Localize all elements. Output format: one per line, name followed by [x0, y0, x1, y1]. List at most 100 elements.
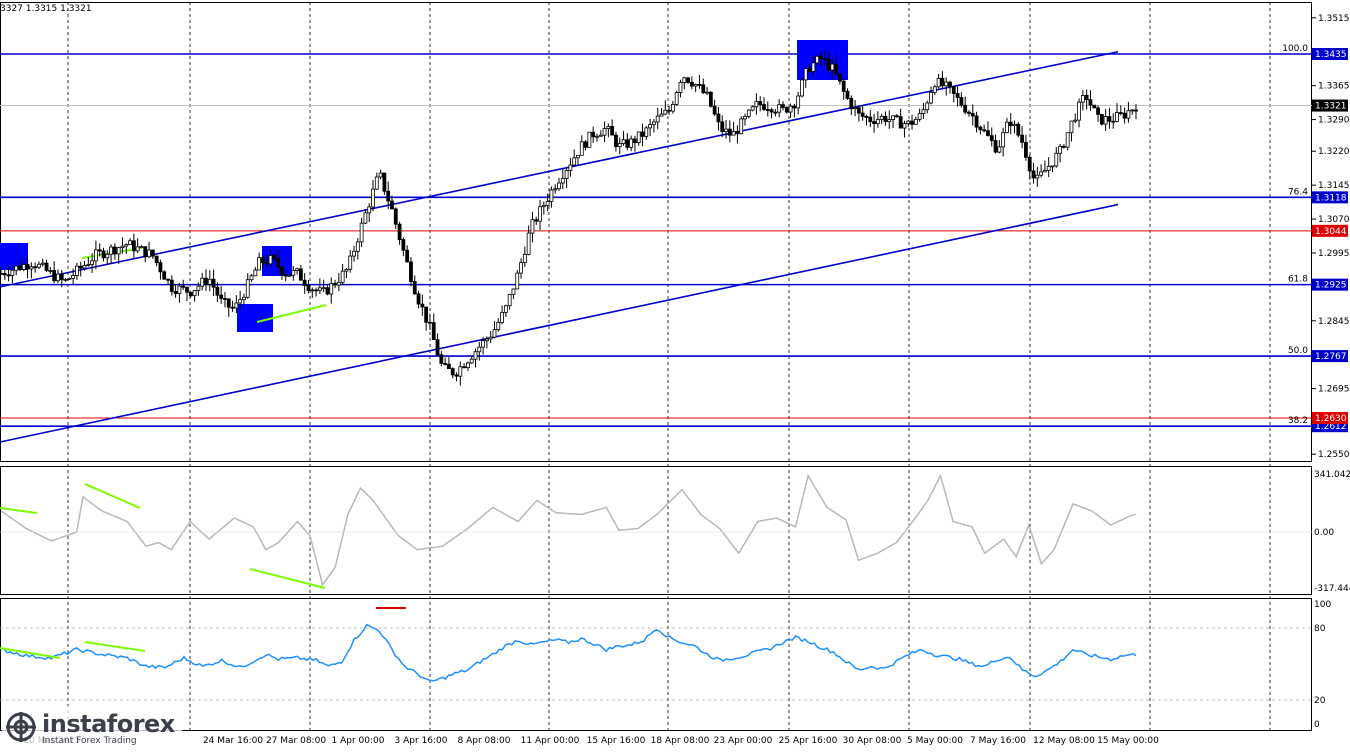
price-axis-label: 1.3070 [1318, 215, 1350, 225]
candle-body [33, 266, 38, 269]
candle-body [443, 363, 448, 365]
candle-body [420, 303, 425, 308]
time-axis-label: 18 Apr 08:00 [651, 736, 710, 746]
candle-body [169, 279, 174, 292]
fib-level-label: 61.8 [1288, 275, 1308, 285]
candle-body [663, 109, 668, 115]
candle-body [97, 249, 102, 252]
red-price-tag [1312, 412, 1348, 425]
time-axis-label: 23 Apr 00:00 [714, 736, 773, 746]
candle-body [648, 124, 653, 129]
candle-body [310, 289, 315, 292]
candle-body [587, 131, 592, 148]
candle-body [883, 115, 888, 123]
candle-body [822, 58, 827, 61]
grid-layer [0, 2, 1312, 731]
candle-body [321, 287, 326, 290]
candle-body [655, 115, 660, 123]
candle-body [902, 123, 907, 129]
candle-body [724, 128, 728, 132]
candle-body [390, 200, 394, 210]
candle-body [424, 306, 429, 323]
candle-body [526, 232, 531, 255]
price-panel-frame [0, 2, 1312, 462]
candle-body [777, 104, 782, 113]
candle-body [891, 115, 895, 121]
candle-body [1005, 121, 1009, 134]
candle-body [405, 249, 410, 263]
candle-body [716, 113, 721, 123]
candle-body [887, 119, 892, 123]
candle-body [602, 128, 607, 136]
cci-line [0, 473, 1137, 587]
candle-body [1016, 123, 1021, 136]
candle-body [177, 285, 182, 294]
candle-body [242, 296, 246, 301]
candle-body [670, 104, 675, 112]
candle-body [234, 302, 239, 309]
candle-body [667, 109, 671, 112]
candle-body [769, 109, 774, 113]
price-axis-label: 1.3365 [1318, 82, 1350, 92]
candle-body [640, 131, 645, 137]
candle-body [944, 81, 949, 87]
candle-body [1088, 99, 1093, 106]
candle-body [959, 97, 964, 106]
candle-body [397, 223, 402, 240]
time-axis-label: 15 Apr 16:00 [587, 736, 646, 746]
candle-body [181, 285, 186, 288]
candle-body [1042, 170, 1047, 173]
time-axis-label: 24 Mar 16:00 [203, 736, 263, 746]
candle-body [393, 208, 398, 225]
rsi-axis-label: 100 [1314, 600, 1331, 610]
candle-body [762, 104, 766, 110]
candle-body [25, 264, 30, 270]
candle-body [735, 131, 740, 135]
candle-body [204, 277, 208, 285]
candle-body [382, 172, 387, 192]
candle-body [75, 265, 79, 276]
candle-body [894, 115, 899, 118]
candle-body [454, 374, 459, 377]
candle-body [898, 116, 903, 129]
candle-body [754, 101, 759, 108]
candle-body [295, 268, 299, 271]
candle-body [929, 92, 933, 104]
candle-body [109, 246, 113, 255]
candle-body [576, 154, 580, 159]
candle-body [853, 107, 857, 110]
candle-body [367, 206, 372, 214]
candle-body [188, 291, 193, 297]
candle-body [488, 336, 493, 340]
candle-body [1096, 107, 1100, 115]
candle-body [598, 134, 603, 137]
candle-body [838, 73, 842, 82]
candle-body [386, 190, 391, 202]
candle-body [200, 277, 205, 287]
candle-body [781, 104, 785, 108]
candle-body [948, 81, 952, 88]
candle-body [967, 111, 971, 114]
candle-body [515, 272, 520, 290]
candle-body [910, 120, 914, 125]
candle-body [101, 250, 106, 259]
candle-body [1058, 145, 1062, 154]
candle-body [173, 291, 178, 294]
candle-body [1099, 113, 1104, 125]
candle-body [112, 246, 117, 255]
candle-body [921, 109, 926, 114]
candle-body [1073, 119, 1078, 122]
candle-body [71, 275, 76, 279]
time-axis-label: 11 Apr 00:00 [521, 736, 580, 746]
candle-body [856, 107, 861, 114]
candle-body [773, 111, 778, 114]
fib-price-tag [1312, 48, 1348, 61]
instaforex-logo-icon [6, 712, 36, 742]
candle-body [135, 246, 140, 252]
candle-body [18, 265, 22, 270]
fib-price-tag-text: 1.3118 [1315, 193, 1347, 203]
candle-body [796, 95, 801, 109]
candle-body [412, 281, 417, 295]
